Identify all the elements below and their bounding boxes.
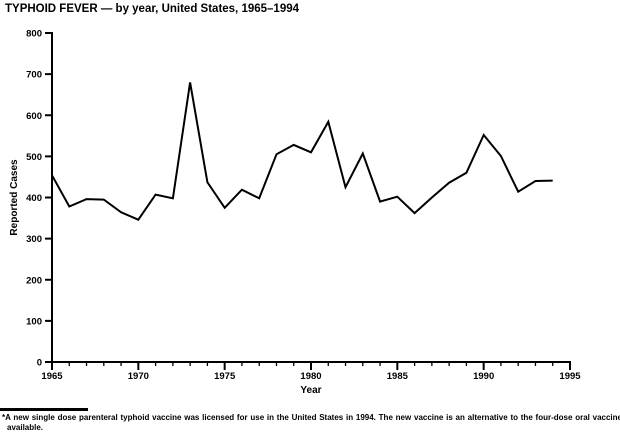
y-tick-label: 100	[26, 316, 42, 327]
x-tick-label: 1980	[300, 371, 321, 382]
chart-title: TYPHOID FEVER — by year, United States, …	[5, 3, 300, 15]
y-tick-label: 500	[26, 152, 42, 163]
x-tick-label: 1975	[214, 371, 236, 382]
y-tick-label: 800	[26, 29, 42, 40]
x-tick-label: 1970	[128, 371, 149, 382]
footnote-text: A new single dose parenteral typhoid vac…	[5, 413, 620, 432]
line-chart: 0 100 200 300 400 500 600 700 800 1965 1970 1975 198…	[9, 29, 581, 397]
y-tick-label: 300	[26, 234, 42, 245]
y-tick-label: 200	[26, 275, 42, 286]
footnote: *A new single dose parenteral typhoid va…	[2, 413, 620, 432]
y-tick-label: 600	[26, 111, 42, 122]
x-tick-label: 1990	[473, 371, 494, 382]
x-tick-label: 1995	[559, 371, 581, 382]
x-tick-label: 1985	[387, 371, 409, 382]
x-tick-label: 1965	[41, 371, 63, 382]
y-tick-label: 0	[37, 358, 42, 369]
y-tick-label: 400	[26, 193, 42, 204]
footnote-rule	[0, 408, 88, 411]
y-axis-title: Reported Cases	[9, 159, 20, 236]
x-axis-title: Year	[300, 385, 321, 396]
data-series-line	[51, 82, 553, 221]
y-tick-label: 700	[26, 70, 42, 81]
footnote-marker: *	[2, 413, 6, 422]
